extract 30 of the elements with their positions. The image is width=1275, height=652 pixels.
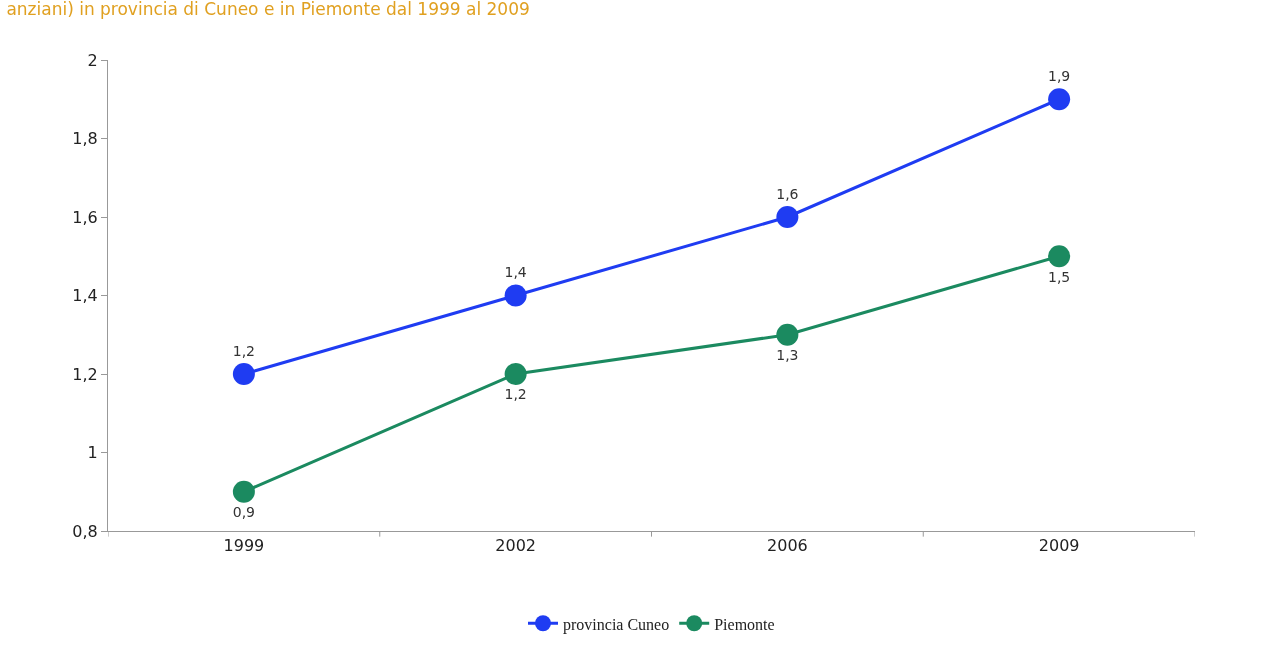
y-tick-label: 1 xyxy=(87,443,98,463)
chart-title: anziani) in provincia di Cuneo e in Piemonte dal 1999 al 2009 xyxy=(6,0,530,20)
point xyxy=(232,480,255,503)
point xyxy=(1048,88,1071,111)
y-tick-label: 2 xyxy=(87,50,98,70)
y-tick-label: 1,8 xyxy=(72,129,98,149)
data-label: 1,5 xyxy=(1048,268,1071,285)
x-tick-label: 2002 xyxy=(495,536,536,556)
point xyxy=(1048,245,1071,268)
data-label: 1,2 xyxy=(232,342,256,359)
data-label: 1,9 xyxy=(1048,68,1071,84)
point xyxy=(776,206,799,228)
point xyxy=(504,363,527,385)
point xyxy=(776,323,799,346)
data-label: 0,9 xyxy=(232,504,256,520)
data-label: 1,2 xyxy=(504,386,527,403)
y-tick-label: 1,6 xyxy=(72,207,98,227)
legend-label: Piemonte xyxy=(714,615,775,633)
y-tick-label: 1,4 xyxy=(72,286,98,306)
data-label: 1,6 xyxy=(776,185,799,202)
point xyxy=(232,363,255,385)
data-label: 1,3 xyxy=(776,347,799,363)
x-tick-label: 2006 xyxy=(767,536,808,556)
data-label: 1,4 xyxy=(504,264,527,281)
legend-label: provincia Cuneo xyxy=(563,615,670,634)
point xyxy=(504,284,527,307)
x-tick-label: 1999 xyxy=(223,536,265,556)
y-tick-label: 0,8 xyxy=(72,521,98,541)
x-tick-label: 2009 xyxy=(1038,536,1080,556)
y-tick-label: 1,2 xyxy=(72,364,98,384)
